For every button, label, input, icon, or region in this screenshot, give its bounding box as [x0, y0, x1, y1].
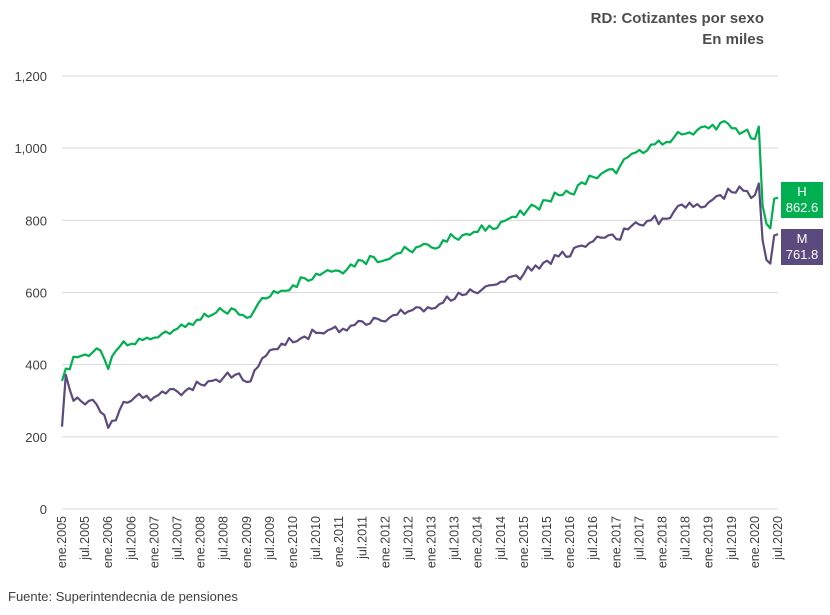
chart-title-block: RD: Cotizantes por sexo En miles — [591, 8, 764, 50]
chart-title: RD: Cotizantes por sexo — [590, 10, 764, 27]
series-line-m — [60, 182, 779, 429]
series-name-m: M — [796, 231, 808, 246]
x-tick-label: ene.2020 — [748, 516, 762, 568]
x-tick-label: jul.2015 — [540, 516, 554, 561]
x-tick-label: jul.2018 — [679, 516, 693, 561]
x-tick-label: ene.2014 — [471, 516, 485, 568]
series-value-m: 761.8 — [785, 247, 819, 262]
x-tick-label: ene.2017 — [609, 516, 623, 568]
x-tick-label: jul.2016 — [586, 516, 600, 561]
x-tick-label: jul.2020 — [771, 516, 785, 561]
x-tick-label: jul.2009 — [263, 516, 277, 561]
source-note: Fuente: Superintendecnia de pensiones — [8, 589, 238, 604]
x-tick-label: jul.2008 — [217, 516, 231, 561]
y-tick-label: 1,000 — [14, 141, 47, 156]
y-tick-label: 200 — [25, 430, 47, 445]
x-tick-label: ene.2019 — [702, 516, 716, 568]
x-tick-label: ene.2018 — [656, 516, 670, 568]
x-tick-label: jul.2010 — [309, 516, 323, 561]
series-line-h — [60, 120, 779, 382]
series-value-h: 862.6 — [785, 200, 819, 215]
x-tick-label: ene.2005 — [55, 516, 69, 568]
x-tick-label: jul.2019 — [725, 516, 739, 561]
x-tick-label: ene.2012 — [378, 516, 392, 568]
series-name-h: H — [797, 184, 807, 199]
x-tick-label: jul.2005 — [78, 516, 92, 561]
y-tick-label: 800 — [25, 213, 47, 228]
x-tick-label: ene.2016 — [563, 516, 577, 568]
x-tick-label: jul.2011 — [355, 516, 369, 560]
x-tick-label: ene.2011 — [332, 516, 346, 567]
x-tick-label: ene.2008 — [194, 516, 208, 568]
x-tick-label: jul.2007 — [170, 516, 184, 561]
x-tick-label: jul.2006 — [124, 516, 138, 561]
x-tick-label: ene.2010 — [286, 516, 300, 568]
y-tick-label: 0 — [40, 502, 47, 517]
x-tick-label: jul.2012 — [401, 516, 415, 561]
x-tick-label: jul.2014 — [494, 516, 508, 561]
x-tick-label: ene.2007 — [147, 516, 161, 568]
series-end-label-h: H 862.6 — [781, 182, 823, 218]
x-tick-label: jul.2017 — [632, 516, 646, 561]
y-tick-label: 400 — [25, 358, 47, 373]
y-tick-label: 600 — [25, 286, 47, 301]
series-end-label-m: M 761.8 — [781, 229, 823, 265]
y-tick-label: 1,200 — [14, 69, 47, 84]
x-tick-label: ene.2015 — [517, 516, 531, 568]
x-tick-label: ene.2006 — [101, 516, 115, 568]
x-tick-label: jul.2013 — [448, 516, 462, 561]
x-tick-label: ene.2009 — [240, 516, 254, 568]
x-tick-label: ene.2013 — [425, 516, 439, 568]
chart-subtitle: En miles — [702, 31, 764, 48]
